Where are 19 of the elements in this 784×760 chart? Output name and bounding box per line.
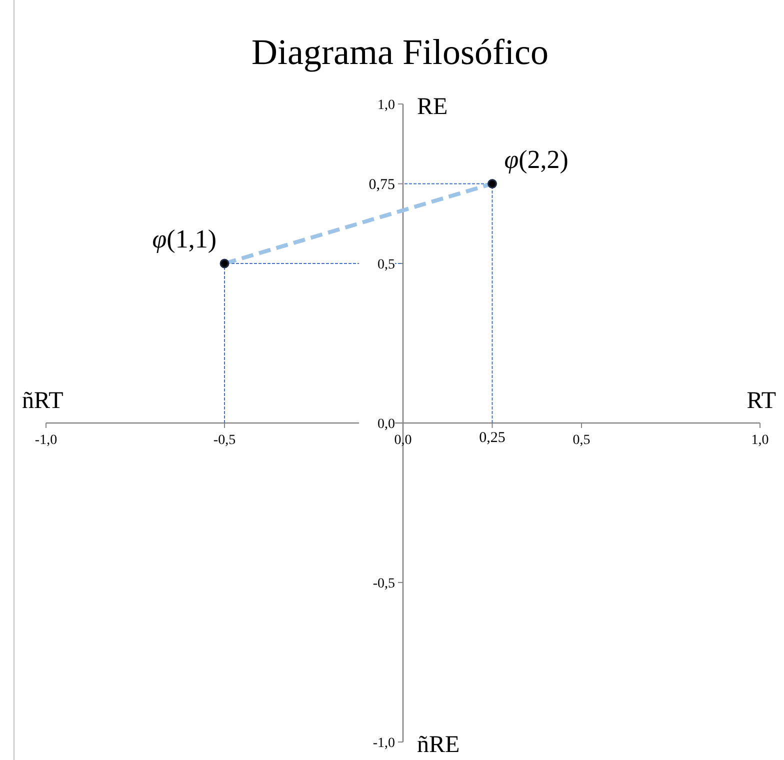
y-tick-label: 0,5	[378, 258, 395, 272]
x-tick-label: 0,25	[479, 430, 506, 446]
annotation: φ(2,2)	[504, 144, 568, 174]
chart-title: Diagrama Filosófico	[252, 32, 548, 72]
x-tick-label: 0,0	[394, 433, 412, 448]
y-tick-label: 0,0	[378, 417, 395, 432]
y-tick-label: 1,0	[378, 98, 395, 113]
x-tick-label: 1,0	[751, 433, 769, 448]
x-tick-label: -0,5	[213, 433, 236, 448]
annotation: ñRT	[22, 388, 64, 414]
x-tick-label: -1,0	[34, 433, 58, 448]
y-axis-title: RE	[417, 94, 448, 120]
x-tick-label: 0,5	[572, 433, 590, 448]
annotation: φ(1,1)	[152, 224, 216, 254]
x-axis-title: RT	[746, 388, 776, 414]
y-tick-label: 0,75	[368, 176, 395, 193]
y-tick-label: -0,5	[372, 576, 395, 592]
y-tick-label: -1,0	[372, 736, 395, 751]
annotation: ñRE	[417, 732, 460, 758]
